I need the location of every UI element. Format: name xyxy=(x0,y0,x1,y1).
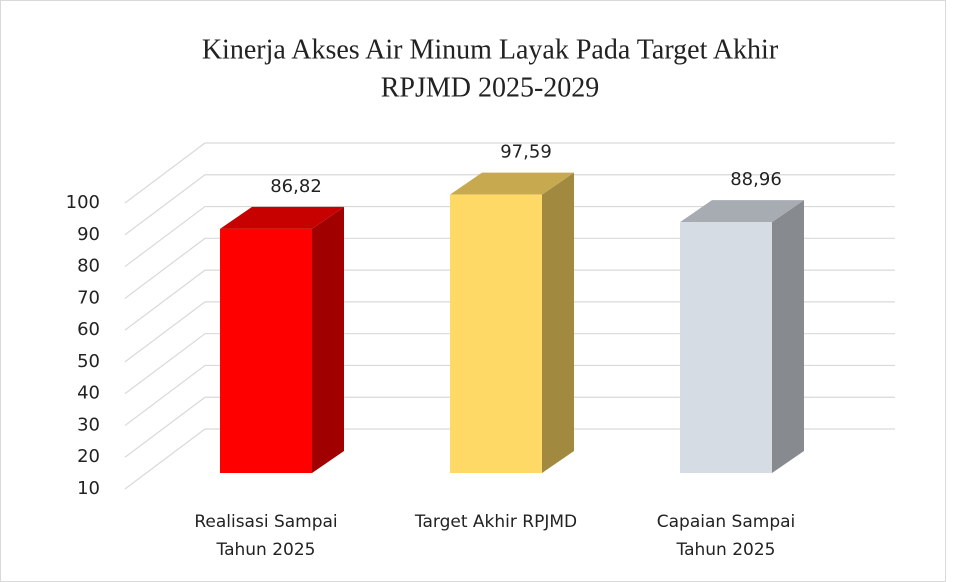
grid-line xyxy=(124,174,895,236)
x-tick-label: Realisasi Sampai Tahun 2025 xyxy=(194,512,338,560)
bar xyxy=(680,222,772,473)
y-tick-label: 100 xyxy=(66,192,100,213)
bar-top xyxy=(450,172,574,195)
bar-side xyxy=(542,172,574,473)
grid-line xyxy=(124,269,895,331)
y-tick-label: 20 xyxy=(77,446,100,467)
grid-line xyxy=(124,205,895,268)
bar-side xyxy=(772,200,804,473)
grid-line xyxy=(124,237,895,299)
grid-line xyxy=(124,142,895,204)
data-label: 88,96 xyxy=(730,169,782,190)
data-label: 86,82 xyxy=(270,176,322,197)
data-label: 97,59 xyxy=(500,142,552,163)
grid-line xyxy=(124,428,895,490)
grid-line xyxy=(124,333,895,395)
bar xyxy=(220,228,312,473)
y-tick-label: 40 xyxy=(77,383,100,404)
bar-top xyxy=(680,200,804,223)
y-tick-label: 50 xyxy=(77,351,100,372)
y-tick-label: 70 xyxy=(77,287,100,308)
grid-line xyxy=(124,396,895,458)
y-tick-label: 60 xyxy=(77,319,100,340)
bar xyxy=(450,194,542,473)
y-tick-label: 80 xyxy=(77,256,100,277)
grid-line xyxy=(124,364,895,426)
grid-line xyxy=(124,301,895,363)
bar-top xyxy=(220,206,344,229)
y-tick-label: 30 xyxy=(77,414,100,435)
bar-side xyxy=(312,206,344,473)
y-tick-label: 10 xyxy=(77,478,100,499)
x-tick-label: Capaian Sampai Tahun 2025 xyxy=(656,512,796,560)
chart-title: Kinerja Akses Air Minum Layak Pada Targe… xyxy=(202,34,779,65)
chart-title: RPJMD 2025-2029 xyxy=(381,72,600,103)
x-tick-label: Target Akhir RPJMD xyxy=(414,512,578,532)
y-tick-label: 90 xyxy=(77,224,100,245)
